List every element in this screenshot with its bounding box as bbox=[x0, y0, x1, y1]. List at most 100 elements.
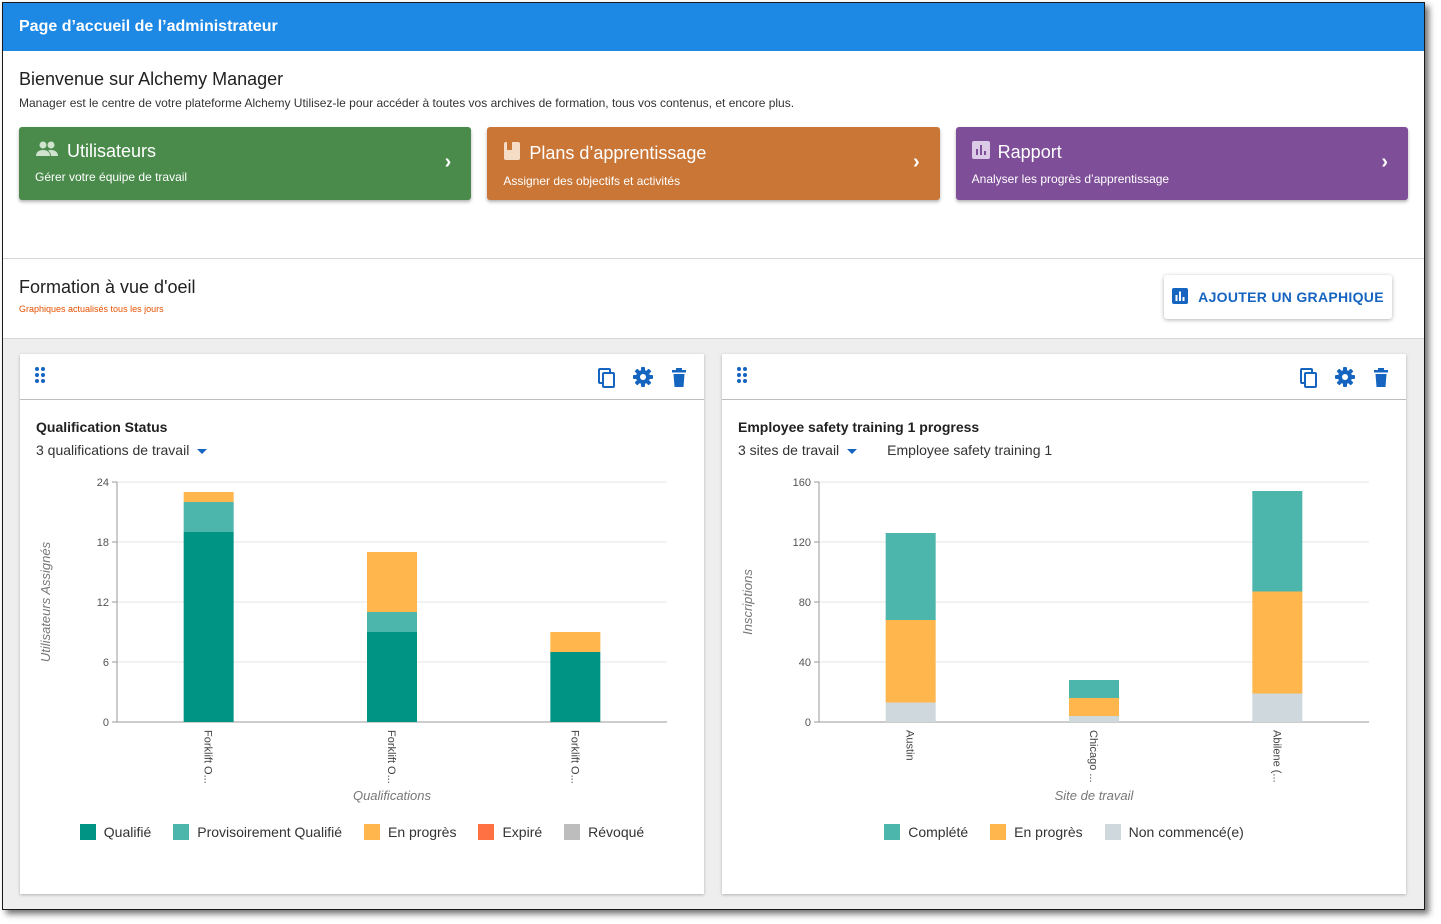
legend-swatch bbox=[884, 824, 901, 840]
x-tick-label: Forklift O... bbox=[385, 730, 397, 784]
bar-segment bbox=[1069, 698, 1119, 716]
course-filter[interactable]: Employee safety training 1 bbox=[887, 442, 1053, 458]
legend-swatch bbox=[173, 824, 190, 840]
bar-segment bbox=[885, 702, 936, 722]
users-card[interactable]: Utilisateurs Gérer votre équipe de trava… bbox=[19, 127, 472, 200]
chevron-right-icon: › bbox=[444, 151, 452, 173]
site-filter-dropdown[interactable]: 3 sites de travail bbox=[738, 442, 857, 458]
safety-training-chart: 0 40 80 120 160 Austin Chicago ... Abilene (...… bbox=[740, 477, 1369, 803]
shortcut-cards: Utilisateurs Gérer votre équipe de trava… bbox=[19, 127, 1408, 200]
y-axis-label: Utilisateurs Assignés bbox=[38, 541, 53, 662]
legend-swatch bbox=[564, 824, 581, 840]
legend-swatch bbox=[79, 824, 96, 840]
bar-segment bbox=[367, 612, 417, 632]
legend-item[interactable]: Qualifié bbox=[79, 824, 152, 840]
x-axis-label: Qualifications bbox=[353, 788, 432, 803]
welcome-section: Bienvenue sur Alchemy Manager Manager es… bbox=[3, 51, 1424, 259]
bar-segment bbox=[183, 532, 234, 722]
chevron-right-icon: › bbox=[912, 151, 920, 173]
charts-area: Qualification Status 3 qualifications de… bbox=[3, 339, 1424, 894]
y-tick-label: 120 bbox=[793, 537, 811, 549]
panel-header bbox=[20, 354, 704, 400]
bar-segment bbox=[550, 652, 601, 722]
x-tick-label: Forklift O... bbox=[202, 730, 214, 784]
people-icon bbox=[35, 141, 59, 162]
trash-icon[interactable] bbox=[1370, 366, 1392, 393]
y-tick-label: 12 bbox=[97, 597, 109, 609]
x-tick-label: Chicago ... bbox=[1087, 730, 1099, 783]
y-tick-label: 0 bbox=[103, 717, 109, 729]
legend-label: Qualifié bbox=[103, 824, 152, 840]
x-axis-label: Site de travail bbox=[1055, 788, 1135, 803]
qualification-status-chart: 0 6 12 18 24 Forklift O... Forklift O... Forkli… bbox=[38, 477, 667, 803]
y-tick-label: 0 bbox=[805, 717, 811, 729]
trash-icon[interactable] bbox=[668, 366, 690, 393]
welcome-title: Bienvenue sur Alchemy Manager bbox=[19, 69, 284, 89]
learning-plans-card-subtitle: Assigner des objectifs et activités bbox=[503, 174, 681, 188]
x-tick-label: Austin bbox=[904, 730, 916, 761]
safety-training-panel: Employee safety training 1 progress 3 si… bbox=[722, 354, 1406, 894]
bar-segment bbox=[1252, 693, 1303, 722]
legend-item[interactable]: Expiré bbox=[478, 824, 542, 840]
users-card-title: Utilisateurs bbox=[67, 141, 157, 161]
legend-swatch bbox=[990, 824, 1007, 840]
glance-section: Formation à vue d'oeil Graphiques actual… bbox=[3, 259, 1424, 339]
bar-segment bbox=[183, 502, 234, 532]
legend-swatch bbox=[363, 824, 380, 840]
glance-note: Graphiques actualisés tous les jours bbox=[19, 304, 164, 314]
y-tick-label: 40 bbox=[799, 657, 811, 669]
drag-handle-icon[interactable] bbox=[34, 366, 46, 389]
bar-segment bbox=[1069, 716, 1119, 722]
x-tick-label: Abilene (... bbox=[1270, 730, 1282, 783]
book-icon bbox=[503, 141, 521, 166]
report-card[interactable]: Rapport Analyser les progrès d’apprentis… bbox=[955, 127, 1408, 200]
add-chart-button[interactable]: AJOUTER UN GRAPHIQUE bbox=[1164, 275, 1392, 319]
bar-segment bbox=[885, 620, 936, 703]
y-tick-label: 6 bbox=[103, 657, 109, 669]
copy-icon[interactable] bbox=[596, 366, 618, 393]
y-tick-label: 80 bbox=[799, 597, 811, 609]
bar-segment bbox=[367, 552, 417, 612]
legend-item[interactable]: En progrès bbox=[990, 824, 1083, 840]
legend-swatch bbox=[1104, 824, 1121, 840]
page-title: Page d’accueil de l’administrateur bbox=[19, 18, 278, 35]
add-chart-label: AJOUTER UN GRAPHIQUE bbox=[1198, 289, 1384, 305]
qualification-filter-dropdown[interactable]: 3 qualifications de travail bbox=[36, 442, 207, 458]
panel-header bbox=[722, 354, 1406, 400]
copy-icon[interactable] bbox=[1298, 366, 1320, 393]
y-tick-label: 24 bbox=[97, 477, 109, 489]
legend-item[interactable]: Provisoirement Qualifié bbox=[173, 824, 342, 840]
legend-label: Complété bbox=[908, 824, 969, 840]
legend-label: Provisoirement Qualifié bbox=[197, 824, 342, 840]
bar-segment bbox=[885, 533, 936, 620]
chart-title: Qualification Status bbox=[36, 419, 168, 435]
legend-item[interactable]: Révoqué bbox=[564, 824, 644, 840]
legend-label: Révoqué bbox=[588, 824, 645, 840]
legend-item[interactable]: En progrès bbox=[363, 824, 456, 840]
bar-segment bbox=[550, 632, 601, 652]
legend-label: En progrès bbox=[1014, 824, 1083, 840]
welcome-description: Manager est le centre de votre plateform… bbox=[19, 96, 795, 110]
x-tick-label: Forklift O... bbox=[568, 730, 580, 784]
legend-label: Expiré bbox=[502, 824, 543, 840]
chevron-right-icon: › bbox=[1381, 151, 1388, 173]
chart-title: Employee safety training 1 progress bbox=[738, 419, 980, 435]
gear-icon[interactable] bbox=[1334, 366, 1356, 393]
legend-label: Non commencé(e) bbox=[1128, 824, 1244, 840]
legend-item[interactable]: Non commencé(e) bbox=[1104, 824, 1244, 840]
glance-title: Formation à vue d'oeil bbox=[19, 277, 196, 297]
report-card-title: Rapport bbox=[997, 142, 1062, 162]
bar-segment bbox=[367, 632, 417, 722]
gear-icon[interactable] bbox=[632, 366, 654, 393]
bar-segment bbox=[1252, 491, 1303, 592]
bar-chart-icon bbox=[971, 141, 990, 164]
y-axis-label: Inscriptions bbox=[740, 569, 755, 635]
drag-handle-icon[interactable] bbox=[736, 366, 748, 389]
top-app-bar: Page d’accueil de l’administrateur bbox=[3, 3, 1424, 51]
learning-plans-card-title: Plans d’apprentissage bbox=[529, 143, 707, 163]
learning-plans-card[interactable]: Plans d’apprentissage Assigner des objec… bbox=[487, 127, 940, 200]
bar-segment bbox=[183, 492, 234, 502]
y-tick-label: 18 bbox=[97, 537, 109, 549]
legend-item[interactable]: Complété bbox=[884, 824, 968, 840]
report-card-subtitle: Analyser les progrès d’apprentissage bbox=[971, 172, 1170, 186]
